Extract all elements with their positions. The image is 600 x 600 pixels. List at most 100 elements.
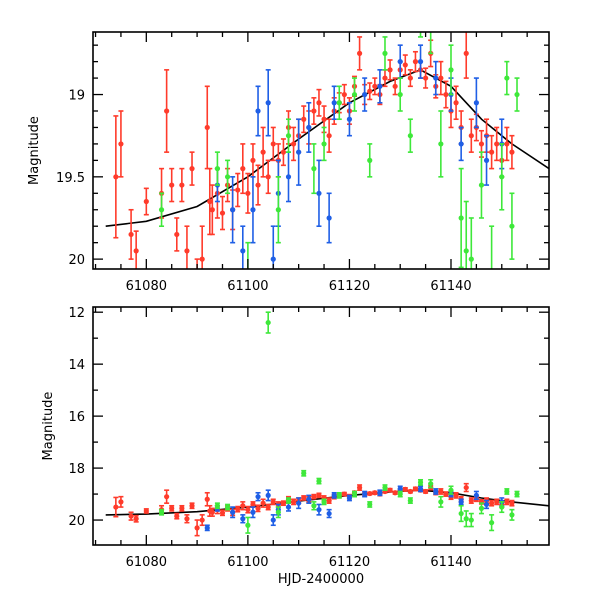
point-marker <box>316 478 322 484</box>
y-tick-label: 20 <box>68 514 85 529</box>
point-marker <box>367 501 373 508</box>
point-marker <box>290 499 297 505</box>
point-marker <box>336 100 342 106</box>
point-marker <box>250 207 256 213</box>
data-point-red <box>463 482 469 493</box>
data-point-blue <box>306 494 312 504</box>
point-marker <box>270 517 276 523</box>
data-point-red <box>509 499 515 507</box>
data-point-red <box>199 514 205 527</box>
point-marker <box>316 100 322 106</box>
point-marker <box>204 496 210 502</box>
point-marker <box>397 59 403 65</box>
point-marker <box>265 504 271 510</box>
point-marker <box>382 50 388 56</box>
point-marker <box>158 509 165 515</box>
data-point-green <box>458 167 464 269</box>
point-marker <box>392 83 398 89</box>
plot-area <box>105 311 549 537</box>
data-point-blue <box>346 494 353 502</box>
point-marker <box>478 141 485 147</box>
point-marker <box>448 67 454 73</box>
data-point-green <box>504 60 510 96</box>
point-marker <box>255 182 261 188</box>
data-point-red <box>169 504 175 512</box>
data-point-green <box>448 485 454 495</box>
x-tick-label: 61080 <box>126 279 167 294</box>
point-marker <box>296 500 302 506</box>
data-point-green <box>397 77 403 112</box>
data-point-green <box>316 477 322 485</box>
data-point-red <box>443 80 449 109</box>
point-marker <box>209 207 215 213</box>
point-marker <box>265 100 271 106</box>
panel-bottom: 61080 61100 61120 61140 12 14 16 18 20 Magnitude H… <box>41 306 550 587</box>
point-marker <box>367 157 373 163</box>
point-marker <box>407 133 413 139</box>
point-marker <box>184 248 190 254</box>
point-marker <box>458 215 464 221</box>
data-point-green <box>158 192 165 228</box>
point-marker <box>453 100 459 106</box>
point-marker <box>377 490 383 496</box>
y-tick-label: 20 <box>68 253 85 268</box>
data-point-red <box>387 59 393 81</box>
point-marker <box>133 516 139 522</box>
data-point-blue <box>265 69 271 137</box>
point-marker <box>285 174 292 180</box>
data-point-red <box>402 486 408 492</box>
data-point-blue <box>331 491 337 499</box>
data-point-red <box>255 504 261 513</box>
data-point-blue <box>250 506 256 519</box>
data-point-green <box>285 118 292 153</box>
point-marker <box>463 484 469 491</box>
point-marker <box>509 149 515 155</box>
data-point-red <box>468 497 474 504</box>
data-point-green <box>448 44 454 96</box>
data-point-red <box>311 97 317 125</box>
point-marker <box>113 174 119 180</box>
data-point-blue <box>377 489 383 497</box>
data-point-green <box>438 495 444 508</box>
point-marker <box>438 499 444 505</box>
point-marker <box>473 492 479 498</box>
point-marker <box>489 500 495 506</box>
point-marker <box>392 490 398 496</box>
point-marker <box>189 166 195 172</box>
data-point-red <box>412 486 419 492</box>
point-marker <box>250 501 256 508</box>
data-point-red <box>164 69 170 153</box>
point-marker <box>423 75 429 81</box>
data-point-blue <box>316 159 322 228</box>
data-point-green <box>275 176 281 244</box>
plot-frame <box>92 306 550 546</box>
point-marker <box>245 190 251 196</box>
point-marker <box>128 513 134 519</box>
point-marker <box>219 510 226 516</box>
point-marker <box>397 91 403 98</box>
data-point-red <box>494 126 500 162</box>
data-point-red <box>402 54 408 76</box>
data-point-blue <box>205 292 210 325</box>
data-point-blue <box>417 44 424 79</box>
point-marker <box>362 491 368 497</box>
data-point-red <box>489 499 495 507</box>
point-marker <box>463 248 469 254</box>
point-marker <box>351 491 358 497</box>
data-point-red <box>260 498 266 508</box>
point-marker <box>240 248 246 254</box>
data-point-red <box>174 512 180 520</box>
data-point-green <box>351 77 358 112</box>
data-point-green <box>489 514 495 532</box>
point-marker <box>428 26 433 31</box>
data-point-red <box>133 230 139 269</box>
data-point-red <box>280 500 287 507</box>
data-point-red <box>412 50 419 73</box>
data-point-green <box>382 36 388 71</box>
data-point-red <box>326 118 332 153</box>
point-marker <box>326 133 332 139</box>
series-green <box>158 26 520 269</box>
data-point-red <box>194 258 200 269</box>
data-point-red <box>356 36 363 71</box>
point-marker <box>463 50 469 56</box>
